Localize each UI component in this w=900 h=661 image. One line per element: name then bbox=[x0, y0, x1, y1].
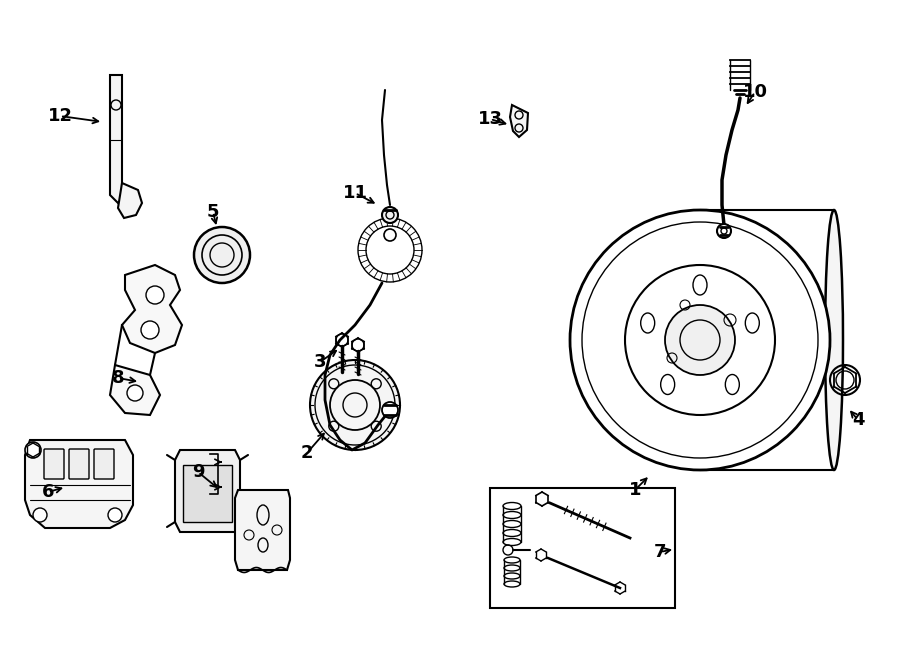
Ellipse shape bbox=[825, 210, 843, 470]
Ellipse shape bbox=[641, 313, 654, 333]
Ellipse shape bbox=[504, 565, 520, 571]
Polygon shape bbox=[175, 450, 240, 532]
Text: 6: 6 bbox=[41, 483, 54, 501]
Polygon shape bbox=[118, 183, 142, 218]
Ellipse shape bbox=[661, 375, 675, 395]
Polygon shape bbox=[510, 105, 528, 137]
Circle shape bbox=[194, 227, 250, 283]
Ellipse shape bbox=[503, 539, 521, 545]
Ellipse shape bbox=[745, 313, 760, 333]
Ellipse shape bbox=[725, 375, 739, 395]
Text: 7: 7 bbox=[653, 543, 666, 561]
Text: 4: 4 bbox=[851, 411, 864, 429]
Circle shape bbox=[310, 360, 400, 450]
Text: 5: 5 bbox=[207, 203, 220, 221]
Text: 9: 9 bbox=[192, 463, 204, 481]
Circle shape bbox=[33, 508, 47, 522]
Polygon shape bbox=[25, 440, 133, 528]
Circle shape bbox=[717, 224, 731, 238]
Text: 8: 8 bbox=[112, 369, 124, 387]
Ellipse shape bbox=[503, 520, 521, 527]
Ellipse shape bbox=[503, 512, 521, 518]
Text: 1: 1 bbox=[629, 481, 641, 499]
Bar bbox=[490, 488, 675, 608]
Text: 2: 2 bbox=[301, 444, 313, 462]
Circle shape bbox=[146, 286, 164, 304]
Polygon shape bbox=[110, 75, 122, 203]
Text: 12: 12 bbox=[48, 107, 73, 125]
FancyBboxPatch shape bbox=[44, 449, 64, 479]
Polygon shape bbox=[183, 465, 232, 522]
Circle shape bbox=[570, 210, 830, 470]
Circle shape bbox=[382, 207, 398, 223]
Text: 3: 3 bbox=[314, 353, 326, 371]
Ellipse shape bbox=[503, 529, 521, 537]
Circle shape bbox=[141, 321, 159, 339]
Ellipse shape bbox=[504, 581, 520, 587]
Polygon shape bbox=[110, 365, 160, 415]
Polygon shape bbox=[235, 490, 290, 570]
Circle shape bbox=[384, 229, 396, 241]
Text: 13: 13 bbox=[478, 110, 502, 128]
Text: 11: 11 bbox=[343, 184, 367, 202]
Circle shape bbox=[665, 305, 735, 375]
FancyBboxPatch shape bbox=[94, 449, 114, 479]
Polygon shape bbox=[122, 265, 182, 353]
Ellipse shape bbox=[503, 502, 521, 510]
Circle shape bbox=[25, 442, 41, 458]
Ellipse shape bbox=[504, 557, 520, 563]
Circle shape bbox=[382, 402, 398, 418]
Circle shape bbox=[127, 385, 143, 401]
FancyBboxPatch shape bbox=[69, 449, 89, 479]
Text: 10: 10 bbox=[742, 83, 768, 101]
Ellipse shape bbox=[693, 275, 707, 295]
Circle shape bbox=[108, 508, 122, 522]
Ellipse shape bbox=[504, 573, 520, 579]
